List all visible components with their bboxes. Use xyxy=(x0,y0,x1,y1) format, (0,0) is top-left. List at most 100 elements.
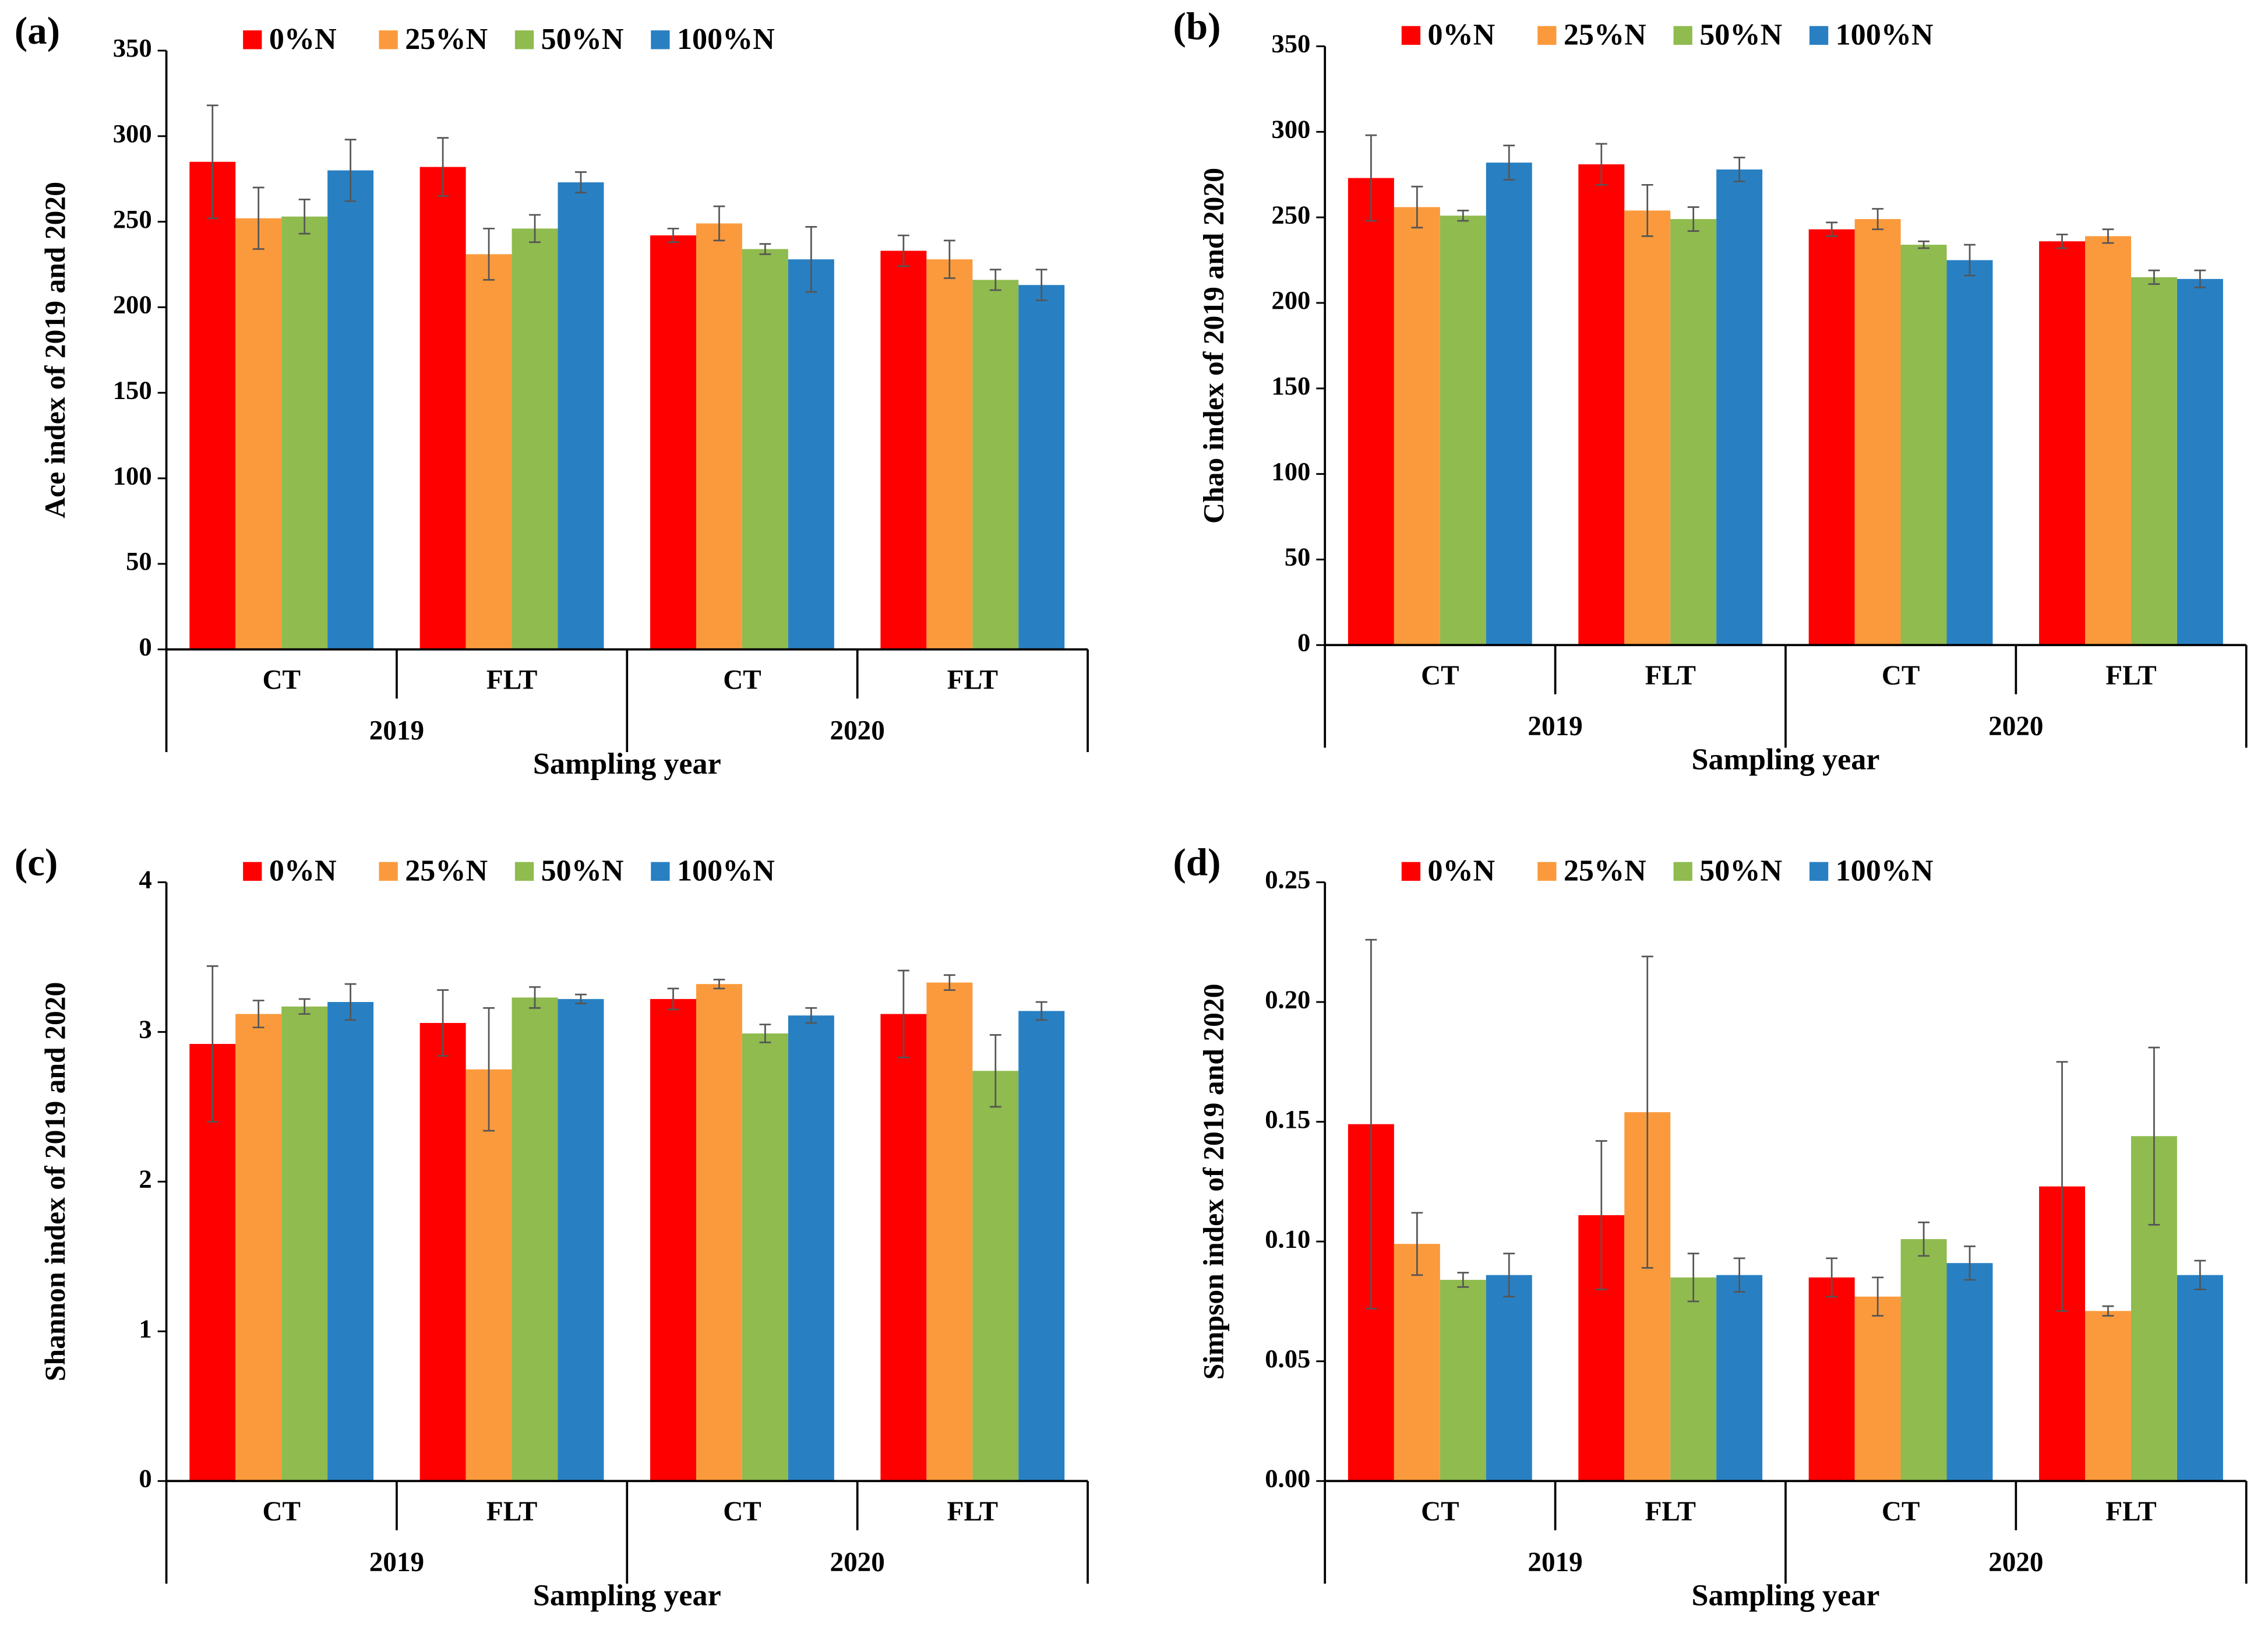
bar xyxy=(512,228,558,650)
y-tick-label: 350 xyxy=(113,33,152,62)
error-bar xyxy=(2056,1061,2068,1312)
y-tick-label: 50 xyxy=(126,546,152,576)
error-bar xyxy=(943,239,955,279)
error-bar xyxy=(298,998,311,1015)
legend-label: 100%N xyxy=(677,23,775,56)
legend-label: 25%N xyxy=(405,23,488,56)
chart-panel: (c) 0%N 25%N 50%N 100%N 0 1 2 3 4 Shannon index of… xyxy=(15,841,1089,1612)
y-tick-label: 50 xyxy=(1285,542,1311,571)
legend-label: 0%N xyxy=(269,23,337,56)
bar xyxy=(1670,219,1717,645)
error-bar xyxy=(1918,240,1930,249)
error-bar xyxy=(1687,1253,1699,1303)
legend-swatch xyxy=(514,862,534,881)
legend-swatch xyxy=(1809,862,1829,881)
legend-label: 50%N xyxy=(541,855,624,888)
legend-label: 0%N xyxy=(1427,855,1495,888)
bar xyxy=(2177,1275,2223,1481)
x-tick-label: CT xyxy=(1882,1497,1920,1527)
error-bar xyxy=(1826,1257,1838,1298)
bar xyxy=(465,254,512,650)
error-bar xyxy=(2102,228,2114,244)
bar xyxy=(742,1033,788,1481)
y-axis-title: Simpson index of 2019 and 2020 xyxy=(1197,983,1229,1379)
bar xyxy=(1900,245,1947,645)
error-bar xyxy=(1964,244,1976,277)
bar xyxy=(419,1022,466,1481)
bar xyxy=(880,1014,927,1481)
error-bar xyxy=(2056,234,2068,249)
error-bar xyxy=(667,227,679,244)
legend-swatch xyxy=(514,30,534,50)
y-tick-label: 0.15 xyxy=(1265,1105,1310,1134)
error-bar xyxy=(667,987,679,1011)
bar xyxy=(465,1069,512,1481)
error-bar xyxy=(943,974,955,991)
y-tick-label: 0.20 xyxy=(1265,985,1310,1014)
error-bar xyxy=(989,269,1001,291)
bar xyxy=(2039,241,2085,645)
panel-label: (c) xyxy=(15,841,58,884)
error-bar xyxy=(1687,206,1699,232)
group-label: 2020 xyxy=(830,1547,885,1578)
error-bar xyxy=(2148,269,2160,285)
bar xyxy=(1808,1277,1855,1481)
error-bar xyxy=(344,139,357,202)
legend-swatch xyxy=(1673,26,1692,45)
error-bar xyxy=(989,1034,1001,1108)
y-tick-label: 2 xyxy=(139,1165,151,1194)
error-bar xyxy=(483,227,495,281)
bar xyxy=(2084,1311,2131,1481)
bar xyxy=(972,280,1019,650)
error-bar xyxy=(1872,208,1884,231)
error-bar xyxy=(437,137,449,197)
legend-label: 100%N xyxy=(677,855,775,888)
error-bar xyxy=(1503,144,1515,181)
error-bar xyxy=(1641,184,1653,237)
legend-label: 50%N xyxy=(1699,855,1782,888)
legend-label: 100%N xyxy=(1836,19,1934,52)
legend-label: 25%N xyxy=(405,855,488,888)
error-bar xyxy=(298,199,311,235)
x-axis-title: Sampling year xyxy=(1692,1579,1880,1612)
bar xyxy=(281,1006,328,1481)
bar xyxy=(1900,1239,1947,1481)
error-bar xyxy=(1503,1253,1515,1298)
legend-label: 25%N xyxy=(1564,855,1646,888)
error-bar xyxy=(252,186,264,250)
error-bar xyxy=(1733,1257,1745,1293)
legend-label: 0%N xyxy=(269,855,337,888)
bar xyxy=(235,218,282,650)
y-axis-title: Shannon index of 2019 and 2020 xyxy=(39,982,71,1382)
y-tick-label: 0 xyxy=(1297,628,1310,657)
error-bar xyxy=(1457,210,1469,222)
x-tick-label: FLT xyxy=(947,1497,998,1527)
error-bar xyxy=(805,226,817,293)
x-tick-label: FLT xyxy=(2105,1497,2156,1527)
y-tick-label: 0.05 xyxy=(1265,1344,1310,1373)
error-bar xyxy=(1872,1276,1884,1317)
bar xyxy=(281,216,328,650)
bar xyxy=(1854,1296,1901,1481)
legend-swatch xyxy=(651,862,670,881)
legend-swatch xyxy=(1401,862,1421,881)
error-bar xyxy=(1595,143,1607,186)
x-axis-title: Sampling year xyxy=(533,747,721,781)
error-bar xyxy=(1733,156,1745,182)
bar xyxy=(926,982,973,1481)
bar xyxy=(926,259,973,650)
bar xyxy=(2131,277,2177,645)
error-bar xyxy=(483,1007,495,1132)
error-bar xyxy=(1826,221,1838,237)
y-tick-label: 3 xyxy=(139,1015,151,1044)
y-tick-label: 0.10 xyxy=(1265,1224,1310,1253)
bar xyxy=(1486,163,1532,645)
bar xyxy=(1946,260,1993,645)
x-axis-title: Sampling year xyxy=(1692,743,1880,776)
error-bar xyxy=(252,1000,264,1029)
x-tick-label: FLT xyxy=(947,665,998,696)
bar xyxy=(2177,278,2223,645)
error-bar xyxy=(1641,955,1653,1269)
error-bar xyxy=(1035,1001,1047,1021)
